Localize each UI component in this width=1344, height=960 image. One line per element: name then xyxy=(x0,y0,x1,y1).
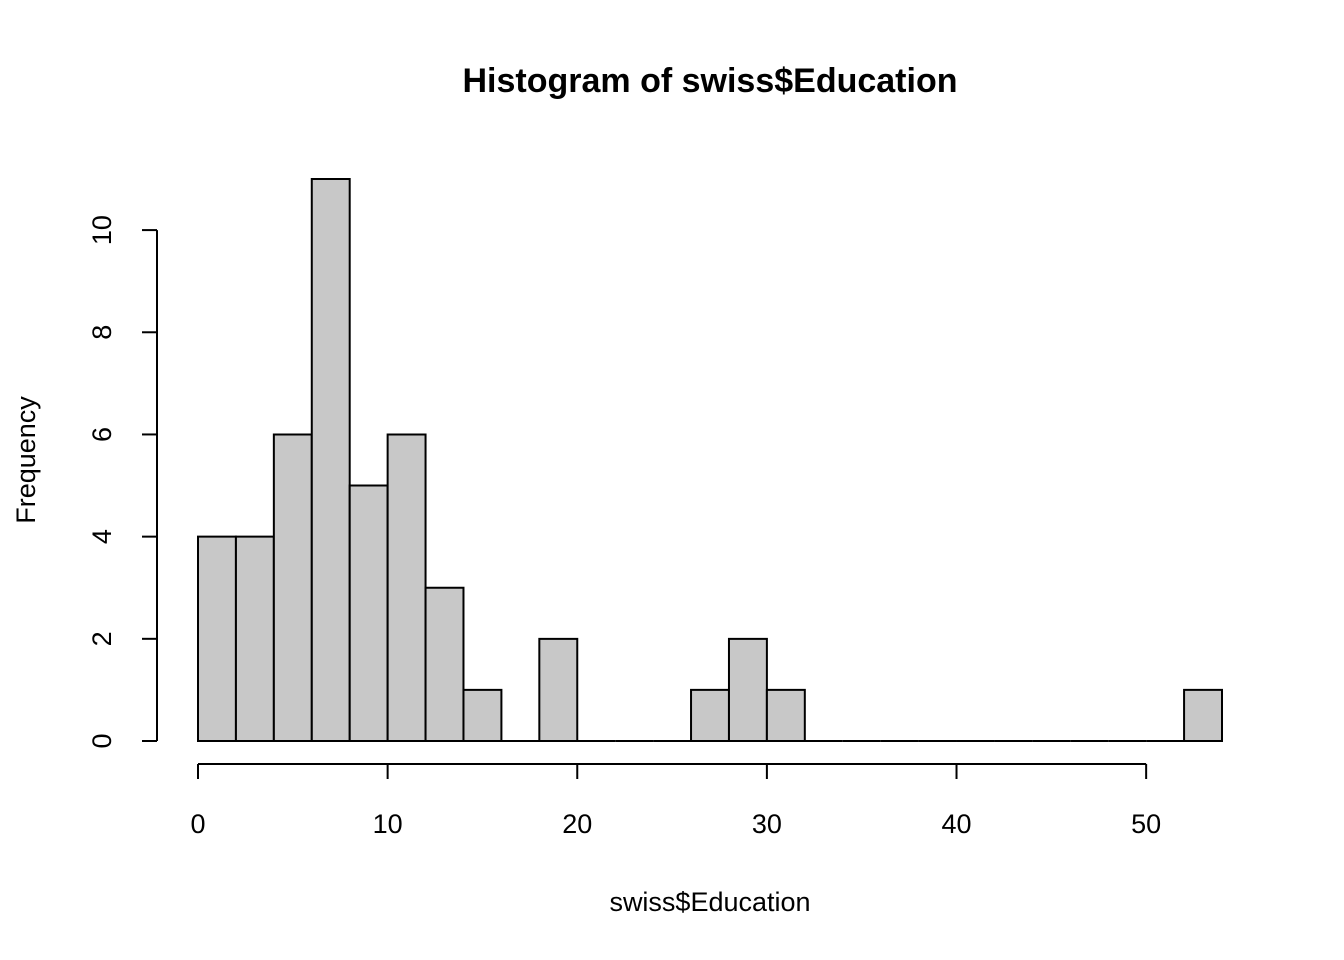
y-tick-label: 6 xyxy=(87,427,117,442)
bar xyxy=(727,637,768,742)
chart-title: Histogram of swiss$Education xyxy=(463,62,958,100)
bar xyxy=(310,178,351,742)
bar xyxy=(765,688,806,742)
bar xyxy=(272,433,313,742)
bar xyxy=(690,688,730,742)
x-tick-label: 10 xyxy=(373,809,403,839)
x-tick-label: 30 xyxy=(752,809,782,839)
x-tick-label: 40 xyxy=(941,809,971,839)
y-axis-label: Frequency xyxy=(11,396,41,524)
y-tick-label: 4 xyxy=(87,529,117,544)
y-tick-label: 10 xyxy=(87,215,117,245)
bar xyxy=(462,688,503,742)
bar xyxy=(424,586,465,742)
x-tick-label: 0 xyxy=(190,809,205,839)
bar xyxy=(386,433,427,742)
x-axis-label: swiss$Education xyxy=(609,887,810,917)
bar xyxy=(538,637,579,742)
y-tick-label: 0 xyxy=(87,733,117,748)
bar xyxy=(197,535,237,742)
bar xyxy=(234,535,275,742)
y-tick-label: 2 xyxy=(87,631,117,646)
x-tick-label: 50 xyxy=(1131,809,1161,839)
bar xyxy=(348,484,389,742)
x-tick-label: 20 xyxy=(562,809,592,839)
y-tick-label: 8 xyxy=(87,325,117,340)
bar xyxy=(1183,688,1223,742)
